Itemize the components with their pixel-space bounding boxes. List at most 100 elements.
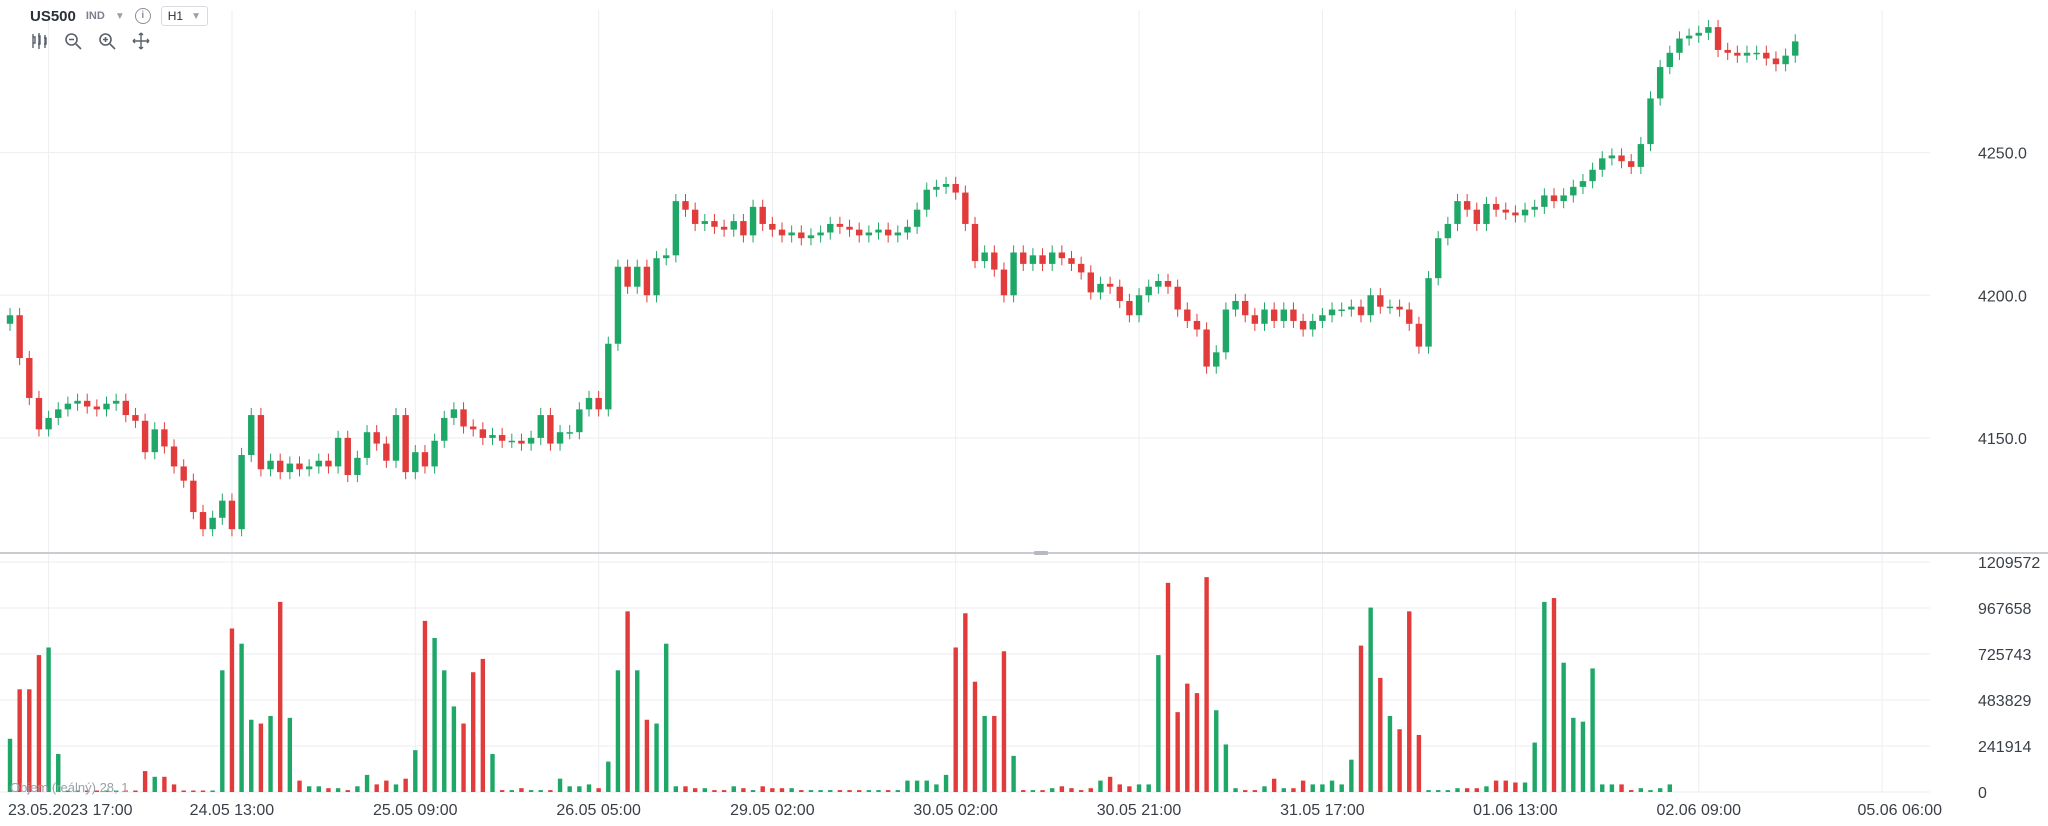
candle[interactable] <box>1164 281 1172 287</box>
candle[interactable] <box>180 466 187 481</box>
volume-bar[interactable] <box>1368 607 1373 792</box>
candle[interactable] <box>1782 55 1789 65</box>
candle[interactable] <box>1792 41 1799 56</box>
volume-bar[interactable] <box>924 780 929 792</box>
volume-bar[interactable] <box>963 613 968 792</box>
candle[interactable] <box>798 232 805 239</box>
volume-bar[interactable] <box>673 786 679 792</box>
candle[interactable] <box>402 415 409 473</box>
candle[interactable] <box>1309 320 1316 330</box>
candle[interactable] <box>1772 58 1780 65</box>
candle[interactable] <box>1521 209 1529 216</box>
volume-bar[interactable] <box>837 790 843 792</box>
candle[interactable] <box>894 232 901 236</box>
candle[interactable] <box>566 432 573 434</box>
volume-bar[interactable] <box>1551 598 1557 792</box>
volume-bar[interactable] <box>316 786 321 792</box>
volume-bar[interactable] <box>1117 784 1122 792</box>
volume-bar[interactable] <box>181 790 186 793</box>
candle[interactable] <box>1463 201 1471 210</box>
candle[interactable] <box>1608 155 1616 159</box>
candle[interactable] <box>1068 258 1075 264</box>
volume-bar[interactable] <box>1397 729 1402 792</box>
volume-bar[interactable] <box>403 778 408 792</box>
volume-bar[interactable] <box>94 790 100 793</box>
candle[interactable] <box>904 226 911 233</box>
volume-bar[interactable] <box>1088 788 1093 792</box>
volume-bar[interactable] <box>1629 790 1634 792</box>
candle[interactable] <box>1676 38 1683 53</box>
candle[interactable] <box>1502 209 1509 213</box>
candle[interactable] <box>296 463 303 470</box>
volume-bar[interactable] <box>606 761 611 792</box>
volume-bar[interactable] <box>1571 717 1576 792</box>
candle[interactable] <box>55 409 62 418</box>
volume-bar[interactable] <box>519 788 524 792</box>
zoom-out-icon[interactable] <box>64 32 82 50</box>
candle[interactable] <box>219 500 226 518</box>
candle[interactable] <box>1232 300 1239 310</box>
volume-bar[interactable] <box>1011 755 1016 792</box>
volume-bar[interactable] <box>239 643 244 792</box>
candle[interactable] <box>1106 283 1114 287</box>
candle[interactable] <box>383 443 390 461</box>
volume-bar[interactable] <box>374 784 379 792</box>
candle[interactable] <box>1348 306 1355 310</box>
candle[interactable] <box>1290 309 1297 321</box>
candle[interactable] <box>450 409 458 418</box>
candle[interactable] <box>624 266 631 287</box>
volume-bar[interactable] <box>1349 759 1354 792</box>
volume-bar[interactable] <box>548 790 553 792</box>
volume-bar[interactable] <box>779 788 785 792</box>
volume-bar[interactable] <box>65 790 71 793</box>
candle[interactable] <box>257 415 265 470</box>
candle[interactable] <box>1077 263 1085 273</box>
volume-bar[interactable] <box>152 776 157 792</box>
candle[interactable] <box>1454 201 1461 224</box>
info-icon[interactable]: i <box>134 8 151 24</box>
candle[interactable] <box>605 343 612 410</box>
volume-bar[interactable] <box>1638 788 1644 792</box>
volume-bar[interactable] <box>1561 662 1566 792</box>
volume-bar[interactable] <box>471 672 476 792</box>
volume-bar[interactable] <box>162 776 167 792</box>
volume-bar[interactable] <box>355 786 360 792</box>
candle[interactable] <box>1656 67 1664 99</box>
volume-bar[interactable] <box>808 790 814 792</box>
candle[interactable] <box>788 232 795 236</box>
candle[interactable] <box>672 201 680 256</box>
candle[interactable] <box>1386 306 1394 309</box>
volume-bar[interactable] <box>1426 790 1431 792</box>
volume-bar[interactable] <box>1300 780 1306 792</box>
candle[interactable] <box>952 184 959 193</box>
pane-resize-handle[interactable] <box>1034 551 1048 555</box>
volume-bar[interactable] <box>75 790 80 793</box>
candle[interactable] <box>1049 252 1056 264</box>
candle[interactable] <box>1618 155 1625 162</box>
volume-bar[interactable] <box>171 784 177 792</box>
candle[interactable] <box>74 400 81 404</box>
candle[interactable] <box>1473 209 1480 224</box>
candle[interactable] <box>354 457 361 475</box>
volume-bar[interactable] <box>1030 790 1036 792</box>
volume-bar[interactable] <box>287 717 293 792</box>
candle[interactable] <box>1406 309 1413 324</box>
volume-bar[interactable] <box>1146 784 1151 792</box>
volume-bar[interactable] <box>191 790 196 793</box>
volume-bar[interactable] <box>1233 788 1238 792</box>
candle[interactable] <box>614 266 622 344</box>
candle[interactable] <box>682 201 689 210</box>
volume-bar[interactable] <box>364 774 370 792</box>
candle[interactable] <box>16 315 23 359</box>
candle[interactable] <box>595 397 602 410</box>
candle[interactable] <box>84 400 91 407</box>
volume-bar[interactable] <box>1223 744 1229 792</box>
candle[interactable] <box>634 266 641 287</box>
candle[interactable] <box>576 409 583 433</box>
candle[interactable] <box>1550 195 1558 202</box>
volume-bar[interactable] <box>972 681 978 792</box>
volume-bar[interactable] <box>1667 784 1672 792</box>
candle[interactable] <box>1367 295 1374 316</box>
candle[interactable] <box>1251 315 1259 324</box>
volume-bar[interactable] <box>1310 784 1315 792</box>
